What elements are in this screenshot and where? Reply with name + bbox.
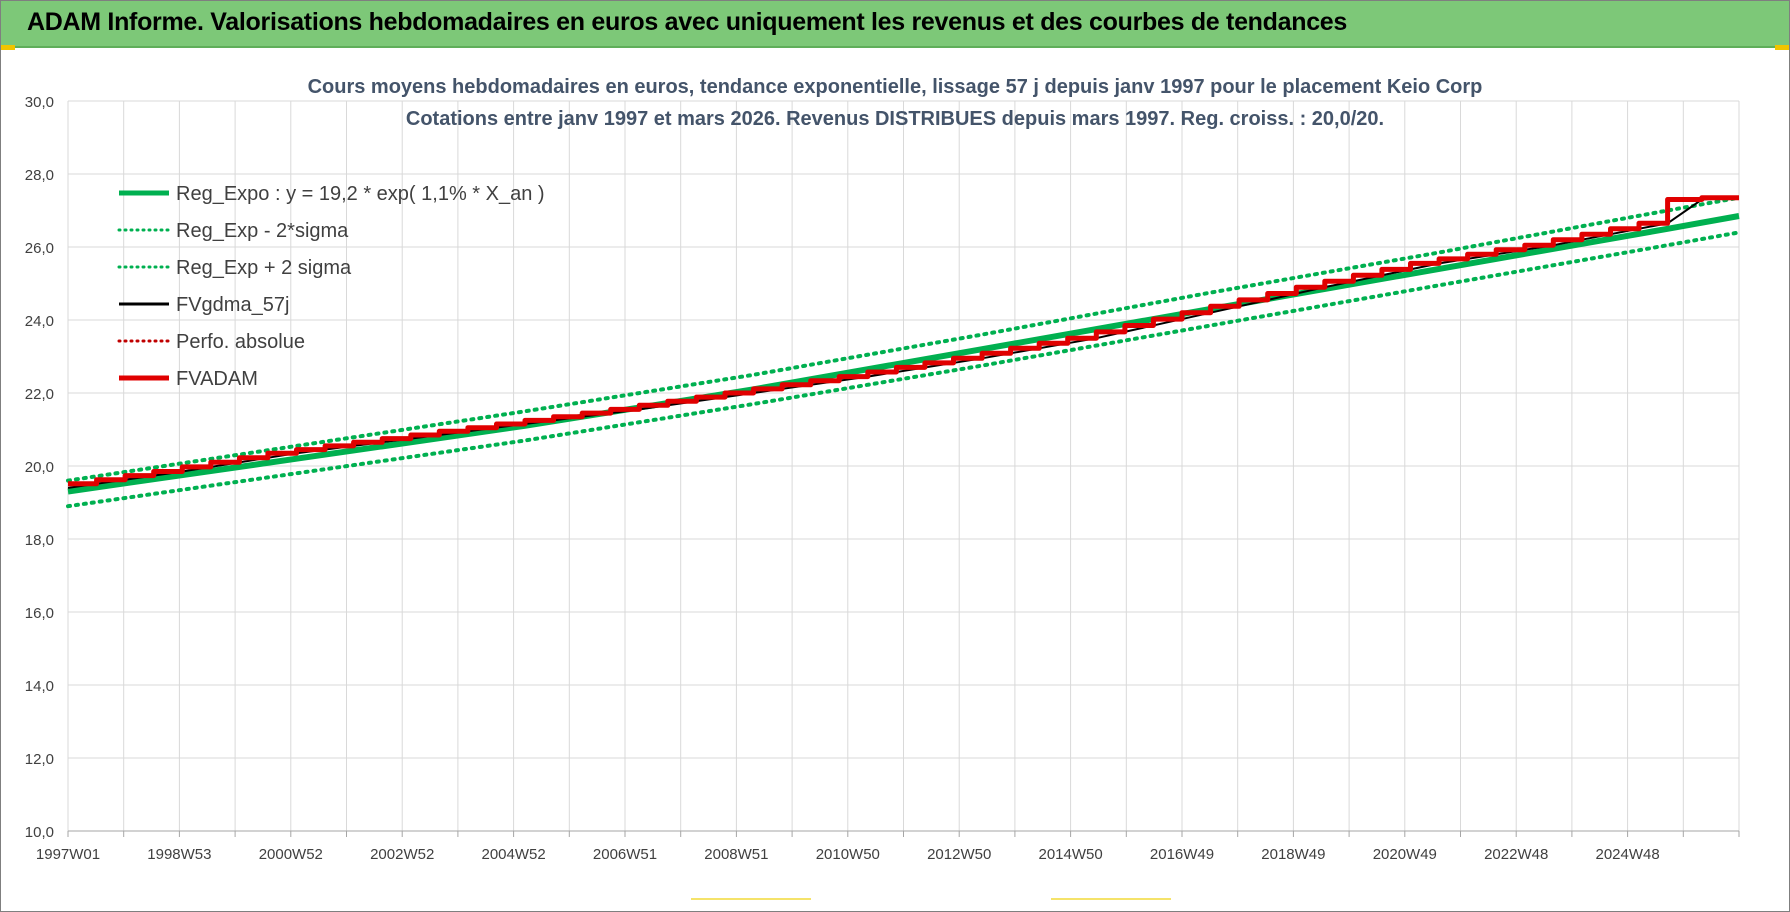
series-line-5 bbox=[68, 195, 1739, 487]
x-tick-label: 2016W49 bbox=[1150, 846, 1214, 863]
chart-title-group: Cours moyens hebdomadaires en euros, ten… bbox=[308, 76, 1483, 130]
corner-marker bbox=[1775, 45, 1789, 50]
x-tick-label: 1998W53 bbox=[147, 846, 211, 863]
y-tick-label: 10,0 bbox=[25, 824, 54, 841]
corner-marker bbox=[1, 45, 15, 50]
y-tick-label: 16,0 bbox=[25, 605, 54, 622]
series-line-2 bbox=[66, 195, 1741, 483]
x-tick-label: 2002W52 bbox=[370, 846, 434, 863]
y-tick-label: 20,0 bbox=[25, 459, 54, 476]
chart-subtitle: Cotations entre janv 1997 et mars 2026. … bbox=[406, 108, 1384, 130]
series-layer bbox=[66, 195, 1741, 509]
legend-label: Reg_Exp + 2 sigma bbox=[176, 257, 352, 279]
x-tick-label: 2008W51 bbox=[704, 846, 768, 863]
x-tick-label: 2000W52 bbox=[259, 846, 323, 863]
y-tick-label: 14,0 bbox=[25, 678, 54, 695]
x-tick-label: 2024W48 bbox=[1595, 846, 1659, 863]
series-line-0 bbox=[67, 213, 1740, 495]
chart-title: Cours moyens hebdomadaires en euros, ten… bbox=[308, 76, 1483, 98]
x-tick-label: 2022W48 bbox=[1484, 846, 1548, 863]
grid-layer bbox=[67, 100, 1740, 832]
x-tick-label: 2012W50 bbox=[927, 846, 991, 863]
y-tick-label: 12,0 bbox=[25, 751, 54, 768]
report-title: ADAM Informe. Valorisations hebdomadaire… bbox=[27, 8, 1348, 36]
y-tick-label: 22,0 bbox=[25, 386, 54, 403]
x-tick-label: 2010W50 bbox=[816, 846, 880, 863]
chart-legend: Reg_Expo : y = 19,2 * exp( 1,1% * X_an )… bbox=[117, 183, 545, 390]
report-header: ADAM Informe. Valorisations hebdomadaire… bbox=[1, 1, 1789, 48]
axis-layer: 10,0 12,0 14,0 16,0 18,0 20,0 22,0 24,0 26,0 28,0… bbox=[25, 94, 1740, 863]
x-tick-label: 2006W51 bbox=[593, 846, 657, 863]
x-tick-label: 1997W01 bbox=[36, 846, 100, 863]
y-tick-label: 26,0 bbox=[25, 240, 54, 257]
legend-label: Perfo. absolue bbox=[176, 331, 305, 353]
y-tick-label: 24,0 bbox=[25, 313, 54, 330]
legend-label: Reg_Exp - 2*sigma bbox=[176, 220, 349, 242]
legend-label: FVgdma_57j bbox=[176, 294, 289, 316]
y-tick-label: 28,0 bbox=[25, 167, 54, 184]
x-tick-label: 2020W49 bbox=[1373, 846, 1437, 863]
legend-label: Reg_Expo : y = 19,2 * exp( 1,1% * X_an ) bbox=[176, 183, 545, 205]
y-tick-label: 18,0 bbox=[25, 532, 54, 549]
x-tick-label: 2004W52 bbox=[481, 846, 545, 863]
series-line-1 bbox=[66, 230, 1741, 509]
y-tick-label: 30,0 bbox=[25, 94, 54, 111]
x-tick-label: 2018W49 bbox=[1261, 846, 1325, 863]
x-tick-label: 2014W50 bbox=[1038, 846, 1102, 863]
legend-label: FVADAM bbox=[176, 368, 258, 390]
